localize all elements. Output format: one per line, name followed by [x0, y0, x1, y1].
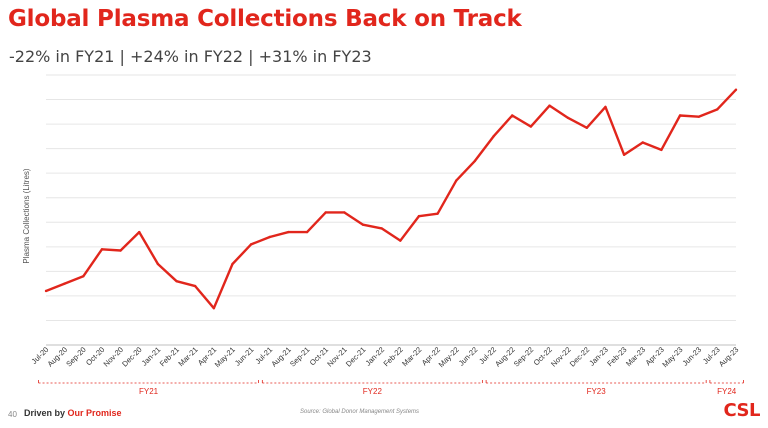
fiscal-year-label: FY23	[587, 387, 607, 396]
x-tick-label: May-22	[437, 345, 461, 369]
x-tick-label: May-21	[213, 345, 237, 369]
x-tick-label: May-23	[660, 345, 684, 369]
x-tick-label: Aug-22	[493, 345, 516, 368]
data-point	[585, 126, 589, 129]
data-point	[231, 262, 234, 266]
data-point	[138, 230, 141, 234]
page-number: 40	[8, 410, 17, 419]
x-tick-label: Dec-22	[568, 345, 591, 368]
data-point	[417, 214, 421, 218]
data-point	[660, 148, 663, 152]
data-point	[511, 114, 514, 117]
x-tick-label: Dec-20	[120, 345, 143, 368]
data-point	[63, 282, 66, 285]
x-tick-label: Mar-23	[624, 345, 647, 368]
fiscal-year-label: FY22	[363, 387, 383, 396]
data-point	[100, 248, 104, 251]
x-tick-label: Aug-21	[269, 345, 292, 368]
x-tick-label: Aug-20	[46, 345, 69, 368]
x-tick-label: Nov-20	[102, 345, 125, 368]
series-line	[45, 88, 737, 310]
x-tick-label: Mar-21	[176, 345, 199, 368]
x-tick-label: Feb-21	[158, 345, 181, 368]
x-tick-label: Aug-23	[717, 345, 740, 368]
tagline-accent: Our Promise	[67, 408, 122, 418]
data-point	[361, 223, 365, 226]
data-point	[529, 125, 533, 128]
x-tick-label: Jun-22	[457, 345, 480, 368]
y-axis-label: Plasma Collections (Litres)	[22, 168, 31, 263]
csl-logo: CSL	[723, 400, 761, 421]
x-tick-label: Sep-22	[512, 345, 535, 368]
data-point	[604, 105, 607, 109]
data-point	[492, 135, 495, 138]
data-point	[249, 243, 253, 246]
data-point	[212, 306, 216, 310]
x-tick-label: Sep-20	[64, 345, 87, 368]
slide-title: Global Plasma Collections Back on Track	[8, 6, 522, 32]
data-point	[436, 212, 439, 215]
tagline: Driven by Our Promise	[24, 408, 122, 418]
slide-subtitle: -22% in FY21 | +24% in FY22 | +31% in FY…	[9, 47, 372, 66]
data-point	[734, 88, 738, 91]
x-tick-label: Jun-23	[681, 345, 704, 368]
data-point	[305, 230, 309, 234]
data-point	[678, 114, 682, 117]
data-point	[324, 211, 327, 214]
x-tick-label: Nov-22	[549, 345, 572, 368]
x-tick-label: Jun-21	[233, 345, 256, 368]
x-tick-label: Mar-22	[400, 345, 423, 368]
data-point	[175, 279, 178, 283]
data-point	[716, 108, 719, 111]
data-point	[622, 153, 626, 156]
data-point	[566, 116, 570, 120]
data-point	[268, 235, 271, 239]
data-point	[119, 249, 122, 252]
data-point	[641, 141, 644, 144]
data-point	[399, 239, 402, 242]
x-tick-label: Feb-22	[382, 345, 405, 368]
data-point	[44, 289, 48, 293]
tagline-text: Driven by	[24, 408, 68, 418]
data-point	[287, 230, 290, 234]
data-point	[548, 104, 551, 107]
data-point	[156, 262, 160, 266]
data-point	[193, 284, 197, 288]
data-point	[455, 179, 458, 182]
x-tick-label: Dec-21	[344, 345, 367, 368]
fiscal-year-label: FY21	[139, 387, 159, 396]
data-point	[380, 227, 383, 230]
data-point	[473, 159, 477, 163]
x-tick-label: Sep-21	[288, 345, 311, 368]
x-tick-label: Nov-21	[325, 345, 348, 368]
data-point	[82, 275, 85, 278]
source-note: Source: Global Donor Management Systems	[300, 409, 420, 415]
fiscal-year-label: FY24	[717, 387, 737, 396]
data-point	[343, 211, 346, 214]
x-tick-label: Feb-23	[605, 345, 628, 368]
data-point	[697, 115, 700, 118]
